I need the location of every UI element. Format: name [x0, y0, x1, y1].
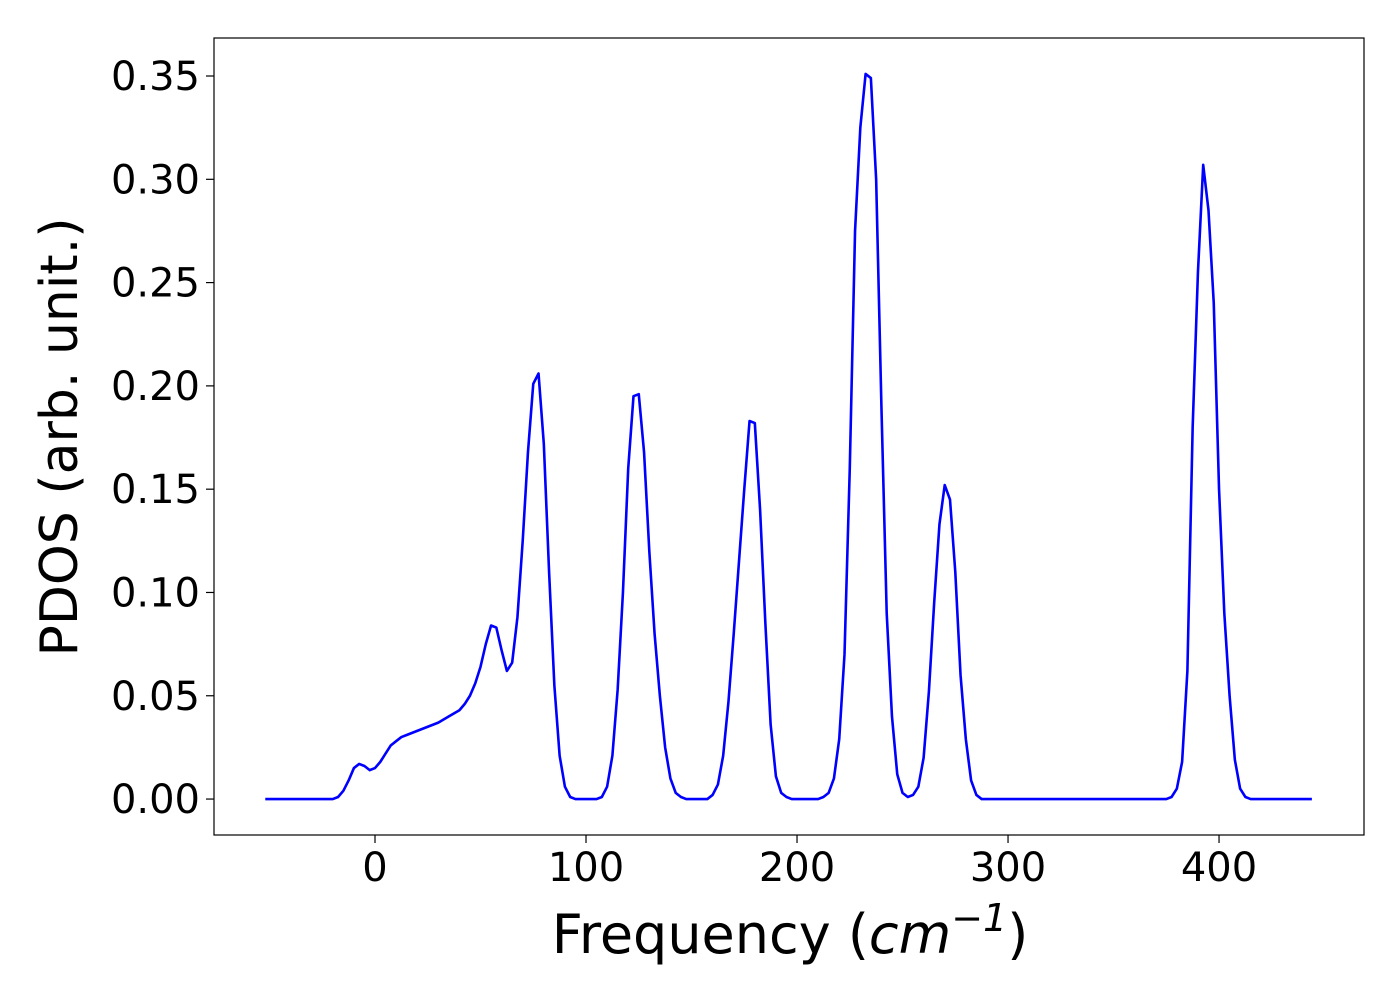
y-tick-label: 0.20 [111, 364, 200, 410]
pdos-line [265, 72, 1312, 801]
x-label-exponent: −1 [951, 896, 1007, 940]
x-tick-label: 0 [362, 845, 387, 891]
x-tick-label: 300 [970, 845, 1046, 891]
y-tick-label: 0.00 [111, 777, 200, 823]
y-tick-label: 0.15 [111, 467, 200, 513]
y-tick-label: 0.30 [111, 157, 200, 203]
x-tick-label: 400 [1181, 845, 1257, 891]
y-tick-label: 0.10 [111, 570, 200, 616]
y-axis-label: PDOS (arb. unit.) [30, 217, 90, 656]
x-label-close: ) [1007, 903, 1028, 966]
x-axis-label: Frequency (cm−1) [552, 896, 1029, 966]
x-tick-label: 100 [548, 845, 624, 891]
y-tick-label: 0.35 [111, 54, 200, 100]
y-tick-label: 0.25 [111, 261, 200, 307]
x-label-text: Frequency ( [552, 903, 869, 966]
plot-frame [213, 37, 1365, 836]
x-tick-label: 200 [759, 845, 835, 891]
y-tick-label: 0.05 [111, 674, 200, 720]
x-label-unit: cm [869, 903, 951, 966]
